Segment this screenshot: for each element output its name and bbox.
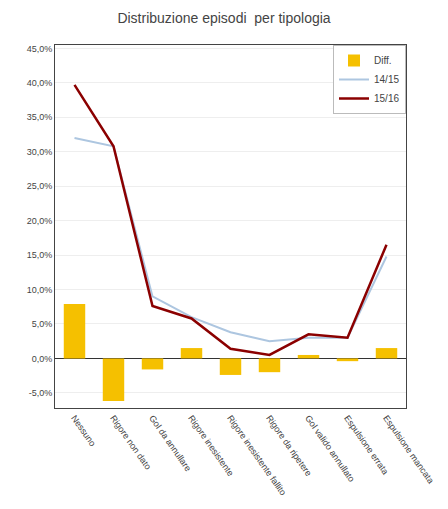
svg-text:15,0%: 15,0% <box>27 250 53 260</box>
svg-text:Rigore da ripetere: Rigore da ripetere <box>264 413 314 478</box>
svg-text:Rigore non dato: Rigore non dato <box>108 413 153 471</box>
svg-text:Rigore inesistente: Rigore inesistente <box>186 413 236 478</box>
svg-text:45,0%: 45,0% <box>27 44 53 54</box>
svg-text:35,0%: 35,0% <box>27 112 53 122</box>
svg-text:Nessuno: Nessuno <box>69 413 98 448</box>
svg-text:Espulsione errata: Espulsione errata <box>342 413 390 476</box>
svg-text:0,0%: 0,0% <box>32 354 53 364</box>
svg-text:-5,0%: -5,0% <box>29 388 53 398</box>
svg-text:Rigore inesistente fallito: Rigore inesistente fallito <box>225 413 288 497</box>
svg-text:15/16: 15/16 <box>374 93 399 104</box>
svg-text:Distribuzione episodi per tip: Distribuzione episodi per tipologia <box>117 10 330 26</box>
svg-text:40,0%: 40,0% <box>27 78 53 88</box>
svg-text:Diff.: Diff. <box>374 55 392 66</box>
svg-text:10,0%: 10,0% <box>27 285 53 295</box>
svg-text:5,0%: 5,0% <box>32 319 53 329</box>
svg-text:Gol valido annullato: Gol valido annullato <box>303 413 357 483</box>
svg-text:Espulsione mancata: Espulsione mancata <box>381 413 436 485</box>
svg-text:20,0%: 20,0% <box>27 216 53 226</box>
svg-text:Gol da annullare: Gol da annullare <box>147 413 193 473</box>
svg-text:14/15: 14/15 <box>374 74 399 85</box>
svg-text:25,0%: 25,0% <box>27 181 53 191</box>
svg-text:30,0%: 30,0% <box>27 147 53 157</box>
